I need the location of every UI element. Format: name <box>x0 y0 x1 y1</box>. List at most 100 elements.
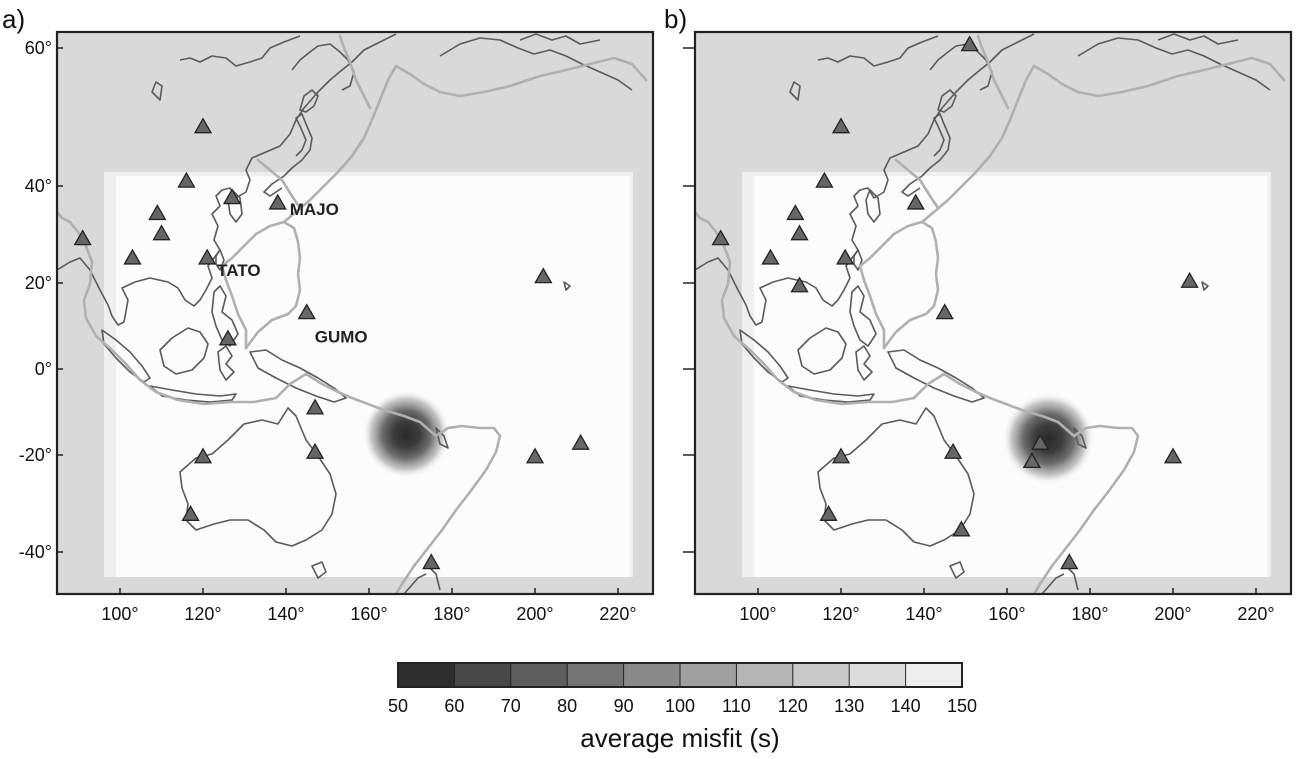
station-marker <box>790 276 809 293</box>
station-marker <box>193 117 213 134</box>
lat-axis: 60° 40° 20° 0° -20° -40° <box>19 38 63 562</box>
lon-tick-label: 200° <box>516 604 553 624</box>
station-marker <box>836 248 855 265</box>
stations-group <box>711 35 1199 570</box>
colorbar-label: 130 <box>834 696 864 716</box>
station-marker <box>218 329 238 346</box>
lon-tick-label: 120° <box>184 604 221 624</box>
lon-tick-label: 180° <box>433 604 470 624</box>
station-marker <box>422 553 441 570</box>
colorbar-label: 60 <box>444 696 464 716</box>
lat-axis <box>683 47 695 553</box>
colorbar-label: 90 <box>614 696 634 716</box>
station-marker <box>198 248 217 265</box>
colorbar-label: 110 <box>722 696 751 716</box>
station-marker <box>761 248 780 265</box>
station-marker <box>305 442 325 459</box>
lon-tick-label: 160° <box>988 604 1025 624</box>
grid-region <box>754 176 1268 577</box>
lat-tick-label: 60° <box>25 38 52 58</box>
station-marker <box>815 171 834 188</box>
station-marker <box>906 193 925 210</box>
colorbar-swatch <box>792 663 850 687</box>
station-marker <box>177 171 196 188</box>
colorbar-swatch <box>849 663 907 687</box>
station-marker <box>790 224 809 241</box>
station-marker <box>268 193 287 210</box>
station-label-gumo: GUMO <box>315 328 368 347</box>
panel-label: b) <box>664 4 687 34</box>
station-marker <box>297 303 316 320</box>
lat-tick-label: 20° <box>25 273 52 293</box>
colorbar: 50 60 70 80 90 100 110 120 130 140 150 average mis… <box>388 662 977 753</box>
station-marker <box>831 117 851 134</box>
lon-tick-label: 160° <box>350 604 387 624</box>
colorbar-label: 70 <box>501 696 521 716</box>
station-marker <box>952 520 971 537</box>
map-frame <box>693 30 1293 596</box>
lon-tick-label: 140° <box>267 604 304 624</box>
station-marker <box>711 229 730 246</box>
lon-tick-label: 140° <box>905 604 942 624</box>
station-marker <box>525 447 545 464</box>
colorbar-label: 100 <box>665 696 695 716</box>
colorbar-labels: 50 60 70 80 90 100 110 120 130 140 150 <box>388 663 977 716</box>
lon-tick-label: 220° <box>1237 604 1274 624</box>
station-marker <box>534 267 553 284</box>
colorbar-label: 140 <box>891 696 921 716</box>
lon-tick-label: 100° <box>101 604 138 624</box>
station-marker <box>152 224 171 241</box>
lon-axis: 100° 120° 140° 160° 180° 200° 220° <box>101 588 637 624</box>
station-marker <box>935 303 954 320</box>
colorbar-swatch <box>398 663 455 687</box>
colorbar-label: 50 <box>388 696 408 716</box>
misfit-minimum-blob <box>1002 392 1095 485</box>
station-marker <box>181 505 200 521</box>
station-marker <box>123 248 142 265</box>
colorbar-label: 80 <box>557 696 577 716</box>
colorbar-title: average misfit (s) <box>580 723 779 753</box>
station-marker <box>73 229 92 246</box>
colorbar-swatch <box>623 663 681 687</box>
station-marker <box>193 447 213 464</box>
lon-tick-label: 220° <box>599 604 636 624</box>
lon-tick-label: 120° <box>822 604 859 624</box>
stations-group: TATO MAJO GUMO <box>73 117 590 570</box>
station-marker <box>1060 553 1079 570</box>
lat-tick-label: 40° <box>25 176 52 196</box>
station-label-majo: MAJO <box>290 200 339 219</box>
lon-tick-label: 180° <box>1071 604 1108 624</box>
station-marker <box>222 188 242 205</box>
station-marker <box>943 442 963 459</box>
colorbar-label: 150 <box>947 696 977 716</box>
map-frame <box>55 30 655 596</box>
colorbar-swatch <box>510 663 568 687</box>
misfit-minimum-blob <box>362 390 451 479</box>
lon-axis: 100° 120° 140° 160° 180° 200° 220° <box>739 588 1275 624</box>
lon-tick-label: 100° <box>739 604 776 624</box>
map-panel-a: TATO MAJO GUMO a) 60° 40° 20° 0° -20° -40° <box>2 4 655 624</box>
lat-tick-label: -40° <box>19 542 52 562</box>
station-marker <box>831 447 851 464</box>
lat-tick-label: -20° <box>19 445 52 465</box>
map-panel-b: b) 100° 120° 140° 160° 180° 200° 220° <box>664 4 1293 624</box>
station-marker <box>305 398 325 415</box>
colorbar-swatches <box>398 663 963 687</box>
station-label-tato: TATO <box>217 261 260 280</box>
station-marker <box>571 433 590 450</box>
station-marker <box>960 35 979 52</box>
colorbar-swatch <box>736 663 794 687</box>
colorbar-label: 120 <box>778 696 808 716</box>
lon-tick-label: 200° <box>1154 604 1191 624</box>
lat-tick-label: 0° <box>35 359 52 379</box>
colorbar-swatch <box>454 663 512 687</box>
station-marker <box>1180 271 1199 288</box>
station-marker <box>1163 447 1183 464</box>
station-marker <box>1031 433 1050 450</box>
grid-region <box>116 176 630 577</box>
panel-label: a) <box>2 4 25 34</box>
station-marker <box>1022 452 1042 469</box>
colorbar-swatch <box>567 663 625 687</box>
station-marker <box>786 204 805 221</box>
